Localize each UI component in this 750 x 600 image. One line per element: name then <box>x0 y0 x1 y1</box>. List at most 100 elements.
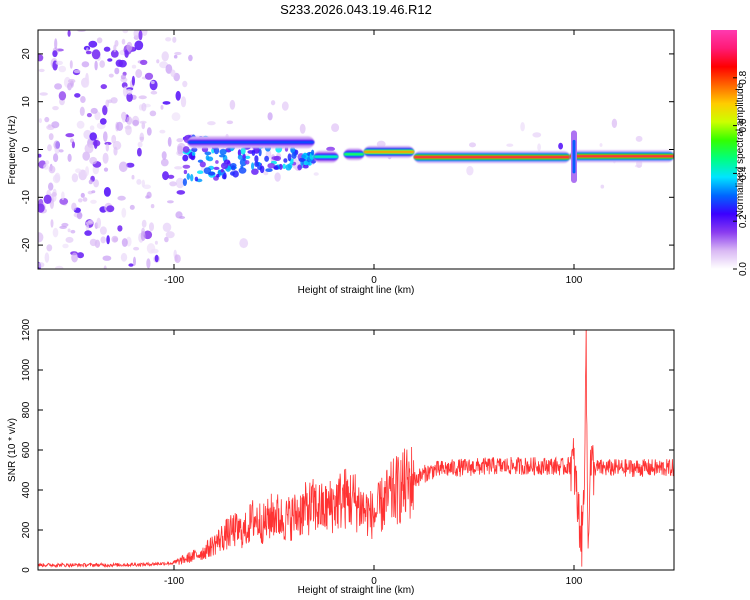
noise-blob <box>107 58 113 62</box>
noise-blob <box>84 230 92 236</box>
noise-blob <box>74 93 81 98</box>
noise-blob <box>169 181 177 187</box>
noise-blob <box>61 191 65 200</box>
noise-blob <box>137 141 143 148</box>
signal-blob <box>287 153 292 162</box>
noise-blob <box>93 179 99 188</box>
y-tick-label: 0 <box>21 146 32 152</box>
x-tick-label: 100 <box>566 275 583 286</box>
signal-blob <box>298 157 306 162</box>
signal-blob <box>244 155 251 159</box>
noise-blob <box>126 41 133 52</box>
noise-blob <box>165 37 172 42</box>
noise-blob <box>52 106 59 111</box>
noise-blob <box>135 69 143 78</box>
ridge-band <box>314 155 338 158</box>
signal-blob <box>219 148 227 155</box>
signal-blob <box>205 154 210 161</box>
noise-blob <box>52 227 59 238</box>
spectrogram-x-axis-label: Height of straight line (km) <box>298 285 415 296</box>
signal-blob <box>265 168 273 173</box>
noise-blob <box>94 60 98 71</box>
noise-blob <box>131 174 135 180</box>
noise-blob <box>326 146 335 152</box>
noise-blob <box>164 236 169 243</box>
y-tick-label: 200 <box>21 521 32 538</box>
ridge-band <box>188 141 314 144</box>
noise-blob <box>43 194 52 204</box>
noise-blob <box>115 59 124 67</box>
signal-blob <box>230 165 236 171</box>
noise-blob <box>79 106 85 117</box>
noise-blob <box>44 252 50 263</box>
noise-blob <box>105 143 110 152</box>
noise-blob <box>150 204 155 209</box>
noise-blob <box>121 207 127 218</box>
signal-blob <box>203 167 212 175</box>
signal-blob <box>190 174 194 182</box>
spectrogram-y-ticks: -20 -10 0 10 20 <box>21 48 674 252</box>
noise-blob <box>48 182 54 191</box>
noise-blob <box>93 139 98 149</box>
noise-blob <box>274 172 281 182</box>
noise-blob <box>121 113 126 123</box>
noise-blob <box>117 195 126 201</box>
noise-blob <box>89 132 97 141</box>
noise-blob <box>62 243 69 249</box>
y-tick-label: 400 <box>21 481 32 498</box>
noise-blob <box>103 187 111 197</box>
signal-blob <box>285 164 292 171</box>
noise-blob <box>103 167 109 172</box>
signal-blob <box>215 160 219 164</box>
noise-blob <box>165 64 173 74</box>
y-tick-label: -20 <box>21 237 32 252</box>
snr-plot-area <box>38 330 674 570</box>
noise-blob <box>162 222 172 232</box>
noise-blob <box>76 120 85 129</box>
noise-blob <box>48 133 54 141</box>
noise-blob <box>188 54 193 62</box>
noise-blob <box>176 138 184 143</box>
noise-blob <box>239 238 249 249</box>
signal-blob <box>197 170 204 174</box>
noise-blob <box>140 231 146 241</box>
signal-blob <box>218 154 226 158</box>
signal-blob <box>273 155 281 161</box>
noise-blob <box>78 198 83 203</box>
noise-blob <box>61 222 69 227</box>
noise-blob <box>129 204 135 210</box>
noise-blob <box>99 118 107 125</box>
noise-blob <box>102 152 109 164</box>
signal-blob <box>301 154 306 159</box>
noise-blob <box>600 184 605 189</box>
colorbar-gradient-bar <box>711 30 737 269</box>
noise-blob <box>75 168 82 173</box>
noise-blob <box>532 132 542 138</box>
noise-blob <box>170 69 176 77</box>
spectrogram-y-axis-label: Frequency (Hz) <box>7 116 18 185</box>
noise-blob <box>39 92 48 96</box>
signal-blob <box>291 152 297 159</box>
x-tick-label: -100 <box>164 275 184 286</box>
noise-blob <box>138 95 147 100</box>
noise-blob <box>118 161 128 173</box>
signal-blob <box>254 161 259 168</box>
noise-blob <box>90 107 98 114</box>
noise-blob <box>226 120 234 125</box>
noise-blob <box>120 252 128 262</box>
noise-blob <box>84 143 94 154</box>
noise-blob <box>142 184 151 190</box>
y-tick-label: 10 <box>21 96 32 108</box>
noise-blob <box>635 135 643 142</box>
signal-blob <box>259 165 265 174</box>
noise-blob <box>96 37 103 44</box>
noise-blob <box>313 172 319 176</box>
noise-blob <box>174 166 183 170</box>
spectrogram-noise-blobs <box>38 30 643 269</box>
noise-blob <box>54 38 58 50</box>
noise-blob <box>270 100 276 106</box>
colorbar: 0.0 0.2 0.4 0.6 0.8 Normalized spectral ampl… <box>711 30 749 276</box>
snr-x-ticks: -100 0 100 <box>164 330 583 587</box>
colorbar-ticks: 0.0 0.2 0.4 0.6 0.8 <box>733 70 749 276</box>
